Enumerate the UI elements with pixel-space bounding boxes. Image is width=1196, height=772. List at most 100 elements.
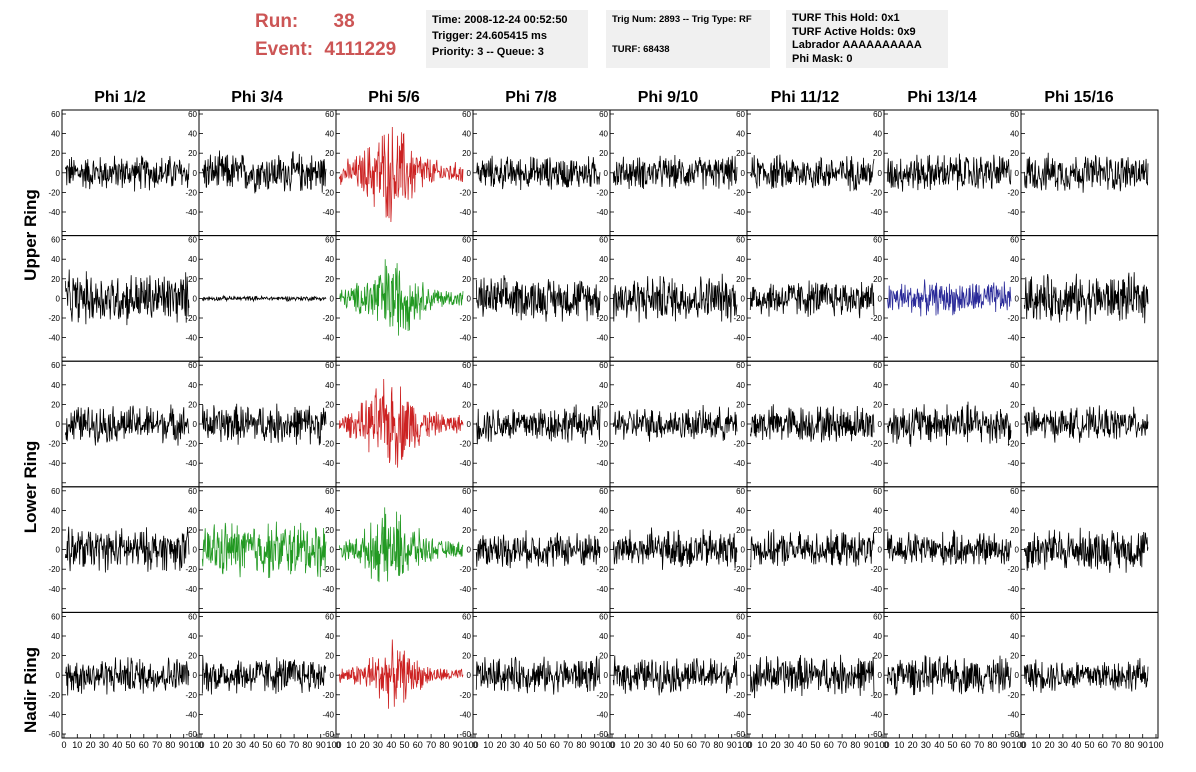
x-tick-label: 60 xyxy=(413,740,423,750)
x-tick-label: 20 xyxy=(771,740,781,750)
y-tick-label: 20 xyxy=(1010,149,1019,158)
y-tick-label: 20 xyxy=(873,275,882,284)
y-tick-label: 0 xyxy=(604,420,609,429)
y-tick-label: 0 xyxy=(193,546,198,555)
x-tick-label: 70 xyxy=(289,740,299,750)
y-tick-label: 60 xyxy=(325,487,334,496)
waveform-trace xyxy=(201,294,327,303)
y-tick-label: 0 xyxy=(56,169,61,178)
y-tick-label: 60 xyxy=(325,236,334,245)
col-title-5: Phi 9/10 xyxy=(637,89,699,106)
y-tick-label: 60 xyxy=(51,361,60,370)
x-tick-label: 30 xyxy=(647,740,657,750)
y-tick-label: 40 xyxy=(325,381,334,390)
x-tick-label: 100 xyxy=(189,740,204,750)
y-tick-label: 60 xyxy=(51,612,60,621)
x-tick-label: 20 xyxy=(497,740,507,750)
y-tick-label: 60 xyxy=(1010,110,1019,119)
waveform-trace xyxy=(338,378,464,468)
waveform-panel-r2-c8: 60 40 20 0 -20 -40 xyxy=(1007,235,1159,362)
y-tick-label: 60 xyxy=(736,487,745,496)
y-tick-label: -20 xyxy=(459,691,471,700)
y-tick-label: -60 xyxy=(733,730,745,739)
y-tick-label: -40 xyxy=(870,334,882,343)
y-tick-label: 0 xyxy=(878,671,883,680)
y-tick-label: -40 xyxy=(322,710,334,719)
x-tick-label: 10 xyxy=(72,740,82,750)
y-tick-label: -40 xyxy=(596,710,608,719)
y-tick-label: 60 xyxy=(188,612,197,621)
x-tick-label: 50 xyxy=(125,740,135,750)
y-tick-label: -40 xyxy=(870,459,882,468)
y-tick-label: -20 xyxy=(870,188,882,197)
y-tick-label: 20 xyxy=(599,149,608,158)
waveform-trace xyxy=(64,155,190,192)
waveform-trace xyxy=(749,280,875,319)
x-tick-label: 100 xyxy=(737,740,752,750)
y-tick-label: 20 xyxy=(51,149,60,158)
y-tick-label: 0 xyxy=(193,671,198,680)
y-tick-label: -40 xyxy=(870,710,882,719)
y-tick-label: 60 xyxy=(51,110,60,119)
y-tick-label: -20 xyxy=(322,691,334,700)
x-tick-label: 20 xyxy=(360,740,370,750)
y-tick-label: 0 xyxy=(330,420,335,429)
y-tick-label: -20 xyxy=(596,188,608,197)
x-tick-label: 10 xyxy=(209,740,219,750)
waveform-trace xyxy=(886,529,1012,566)
y-tick-label: 40 xyxy=(325,130,334,139)
x-tick-label: 30 xyxy=(99,740,109,750)
x-tick-label: 60 xyxy=(550,740,560,750)
x-tick-label: 30 xyxy=(373,740,383,750)
event-line: Event: 4111229 xyxy=(255,38,396,62)
waveform-panel-r3-c5: 60 40 20 0 -20 -40 xyxy=(596,360,748,488)
phi-mask-text: Phi Mask: 0 xyxy=(792,52,853,65)
turf-text: TURF: 68438 xyxy=(612,44,670,55)
waveform-trace xyxy=(1023,272,1149,325)
y-tick-label: -20 xyxy=(596,691,608,700)
y-tick-label: 20 xyxy=(736,149,745,158)
y-tick-label: -20 xyxy=(459,565,471,574)
x-tick-label: 0 xyxy=(335,740,340,750)
y-tick-label: 0 xyxy=(604,294,609,303)
waveform-panel-r1-c6: 60 40 20 0 -20 -40 xyxy=(733,109,885,237)
x-tick-label: 10 xyxy=(757,740,767,750)
y-tick-label: -20 xyxy=(459,188,471,197)
y-tick-label: 0 xyxy=(56,671,61,680)
time-text: Time: 2008-12-24 00:52:50 xyxy=(432,14,568,26)
y-tick-label: 60 xyxy=(188,236,197,245)
event-value: 4111229 xyxy=(324,39,397,60)
trigger-text: Trigger: 24.605415 ms xyxy=(432,30,547,42)
y-tick-label: 40 xyxy=(188,130,197,139)
y-tick-label: 40 xyxy=(736,130,745,139)
x-tick-label: 0 xyxy=(472,740,477,750)
y-tick-label: 20 xyxy=(873,149,882,158)
waveform-trace xyxy=(201,521,327,579)
y-tick-label: 0 xyxy=(604,546,609,555)
y-tick-label: 60 xyxy=(462,487,471,496)
y-tick-label: -40 xyxy=(322,585,334,594)
waveform-panel-r3-c4: 60 40 20 0 -20 -40 xyxy=(459,360,611,488)
x-tick-label: 0 xyxy=(746,740,751,750)
waveform-panel-r2-c6: 60 40 20 0 -20 -40 xyxy=(733,235,885,362)
y-tick-label: 60 xyxy=(1010,361,1019,370)
y-tick-label: 0 xyxy=(330,294,335,303)
y-tick-label: -40 xyxy=(596,459,608,468)
waveform-panel-r3-c3: 60 40 20 0 -20 -40 xyxy=(322,360,474,488)
y-tick-label: 40 xyxy=(325,632,334,641)
y-tick-label: -20 xyxy=(870,314,882,323)
y-tick-label: 60 xyxy=(873,612,882,621)
y-tick-label: 20 xyxy=(51,400,60,409)
waveform-trace xyxy=(475,530,601,569)
waveform-trace xyxy=(749,529,875,568)
y-tick-label: -40 xyxy=(870,585,882,594)
y-tick-label: 0 xyxy=(56,420,61,429)
x-tick-label: 30 xyxy=(236,740,246,750)
waveform-trace xyxy=(749,154,875,192)
y-tick-label: 20 xyxy=(188,275,197,284)
y-tick-label: 0 xyxy=(467,420,472,429)
y-tick-label: 0 xyxy=(604,671,609,680)
y-tick-label: -40 xyxy=(1007,459,1019,468)
